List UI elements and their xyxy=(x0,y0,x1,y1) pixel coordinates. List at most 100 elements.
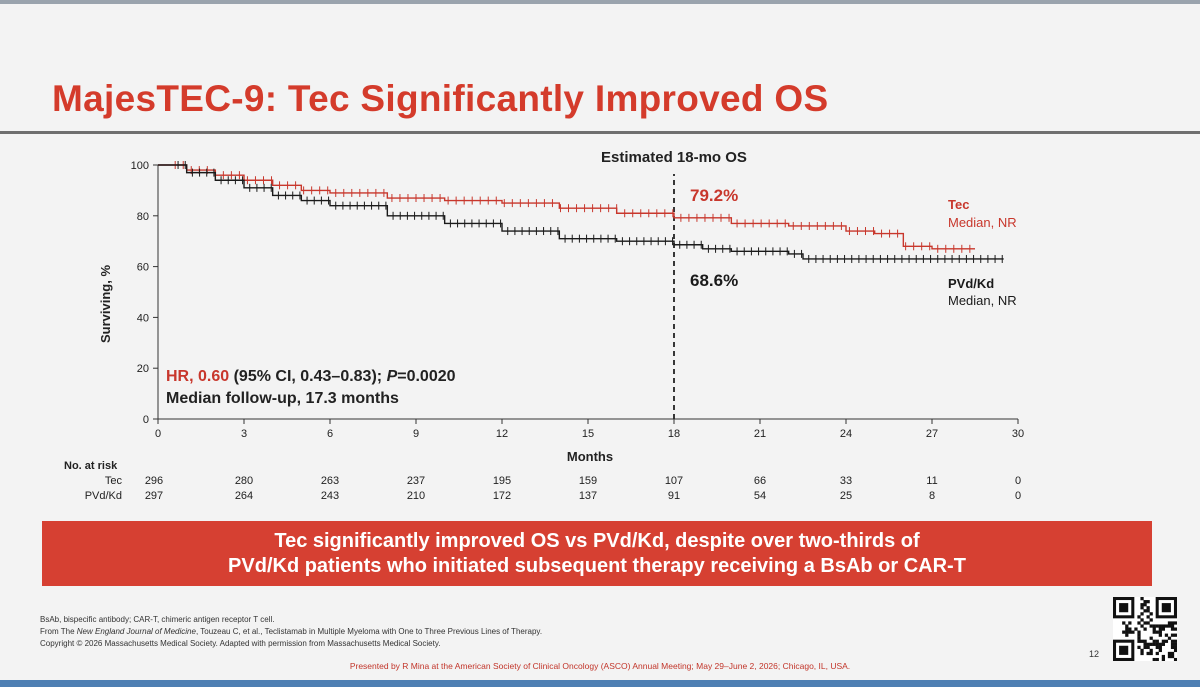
qr-module xyxy=(1161,627,1166,631)
qr-module xyxy=(1164,639,1169,643)
qr-module xyxy=(1149,624,1153,628)
presented-by: Presented by R Mina at the American Soci… xyxy=(349,661,851,671)
y-tick-label: 80 xyxy=(137,211,149,223)
qr-module xyxy=(1137,636,1141,640)
p-value: =0.0020 xyxy=(397,368,455,385)
qr-module xyxy=(1146,606,1150,610)
risk-cell: 296 xyxy=(144,475,164,487)
qr-module xyxy=(1125,630,1129,634)
qr-module xyxy=(1146,642,1150,646)
qr-module xyxy=(1155,642,1159,646)
qr-module xyxy=(1146,621,1150,625)
pvd-18mo-estimate: 68.6% xyxy=(690,271,738,290)
hr-annotation: HR, 0.60 (95% CI, 0.43–0.83); P=0.0020 xyxy=(166,368,456,385)
qr-module xyxy=(1158,648,1162,653)
qr-module xyxy=(1164,633,1169,637)
series-curve-pvd-kd xyxy=(158,164,1004,260)
qr-module xyxy=(1167,624,1172,628)
risk-cell: 91 xyxy=(667,490,681,502)
qr-module xyxy=(1146,645,1150,650)
risk-cell: 297 xyxy=(144,490,164,502)
qr-module xyxy=(1161,624,1166,628)
qr-module xyxy=(1146,609,1150,613)
y-axis-title: Surviving, % xyxy=(98,265,113,343)
qr-module xyxy=(1170,654,1175,659)
median-followup: Median follow-up, 17.3 months xyxy=(166,390,399,407)
qr-module xyxy=(1140,651,1144,656)
x-tick-label: 24 xyxy=(840,428,852,440)
qr-module xyxy=(1137,639,1141,643)
banner-line-1: Tec significantly improved OS vs PVd/Kd,… xyxy=(274,530,920,552)
qr-module xyxy=(1173,639,1177,643)
qr-module xyxy=(1167,621,1172,625)
qr-module xyxy=(1161,657,1166,661)
qr-finder-core xyxy=(1161,603,1171,613)
footnote-journal: New England Journal of Medicine xyxy=(76,627,196,636)
qr-module xyxy=(1155,651,1159,656)
hr-ci: (95% CI, 0.43–0.83); xyxy=(229,368,386,385)
qr-module xyxy=(1164,624,1169,628)
banner-line-2: PVd/Kd patients who initiated subsequent… xyxy=(228,555,966,577)
qr-module xyxy=(1173,621,1177,625)
risk-row-label: PVd/Kd xyxy=(84,490,122,502)
risk-cell: 54 xyxy=(753,490,767,502)
risk-cell: 237 xyxy=(406,475,426,487)
title-divider xyxy=(0,131,1200,134)
qr-module xyxy=(1170,624,1175,628)
top-edge xyxy=(0,0,1200,4)
risk-cell: 0 xyxy=(1014,475,1022,487)
qr-module xyxy=(1158,627,1162,631)
x-axis-title: Months xyxy=(567,449,613,464)
qr-module xyxy=(1125,633,1129,637)
risk-cell: 107 xyxy=(664,475,684,487)
risk-cell: 210 xyxy=(406,490,426,502)
footnote-copyright: Copyright © 2026 Massachusetts Medical S… xyxy=(40,639,441,648)
qr-module xyxy=(1161,654,1166,659)
qr-module xyxy=(1140,618,1144,622)
qr-module xyxy=(1140,603,1144,607)
qr-module xyxy=(1146,600,1150,604)
risk-cell: 25 xyxy=(839,490,853,502)
conclusion-banner: Tec significantly improved OS vs PVd/Kd,… xyxy=(42,521,1152,586)
y-tick-label: 100 xyxy=(131,160,149,172)
qr-module xyxy=(1158,642,1162,646)
y-tick-label: 0 xyxy=(143,414,149,426)
qr-module xyxy=(1146,651,1150,656)
risk-cell: 33 xyxy=(839,475,853,487)
qr-finder-core xyxy=(1119,603,1129,613)
qr-code-icon[interactable] xyxy=(1113,597,1177,661)
qr-module xyxy=(1143,603,1147,607)
risk-cell: 243 xyxy=(320,490,340,502)
risk-cell: 263 xyxy=(320,475,340,487)
qr-module xyxy=(1143,642,1147,646)
risk-cell: 137 xyxy=(578,490,598,502)
qr-module xyxy=(1137,630,1141,634)
qr-module xyxy=(1158,624,1162,628)
x-tick-label: 12 xyxy=(496,428,508,440)
qr-module xyxy=(1143,627,1147,631)
qr-module xyxy=(1149,636,1153,640)
risk-cell: 66 xyxy=(753,475,767,487)
qr-finder-core xyxy=(1119,645,1129,655)
qr-module xyxy=(1122,621,1126,625)
qr-module xyxy=(1170,633,1175,637)
risk-cell: 159 xyxy=(578,475,598,487)
qr-module xyxy=(1152,639,1156,643)
qr-module xyxy=(1137,645,1141,650)
qr-module xyxy=(1140,639,1144,643)
qr-module xyxy=(1173,648,1177,653)
qr-module xyxy=(1173,645,1177,650)
qr-module xyxy=(1158,630,1162,634)
qr-module xyxy=(1122,630,1126,634)
qr-module xyxy=(1152,624,1156,628)
qr-module xyxy=(1146,615,1150,619)
qr-module xyxy=(1134,627,1138,631)
qr-module xyxy=(1155,645,1159,650)
x-tick-label: 6 xyxy=(327,428,333,440)
qr-module xyxy=(1161,642,1166,646)
legend-pvd-name: PVd/Kd xyxy=(948,276,994,291)
page-number: 12 xyxy=(1089,649,1100,659)
footnote-source-post: , Touzeau C, et al., Teclistamab in Mult… xyxy=(195,627,543,636)
qr-module xyxy=(1173,627,1177,631)
